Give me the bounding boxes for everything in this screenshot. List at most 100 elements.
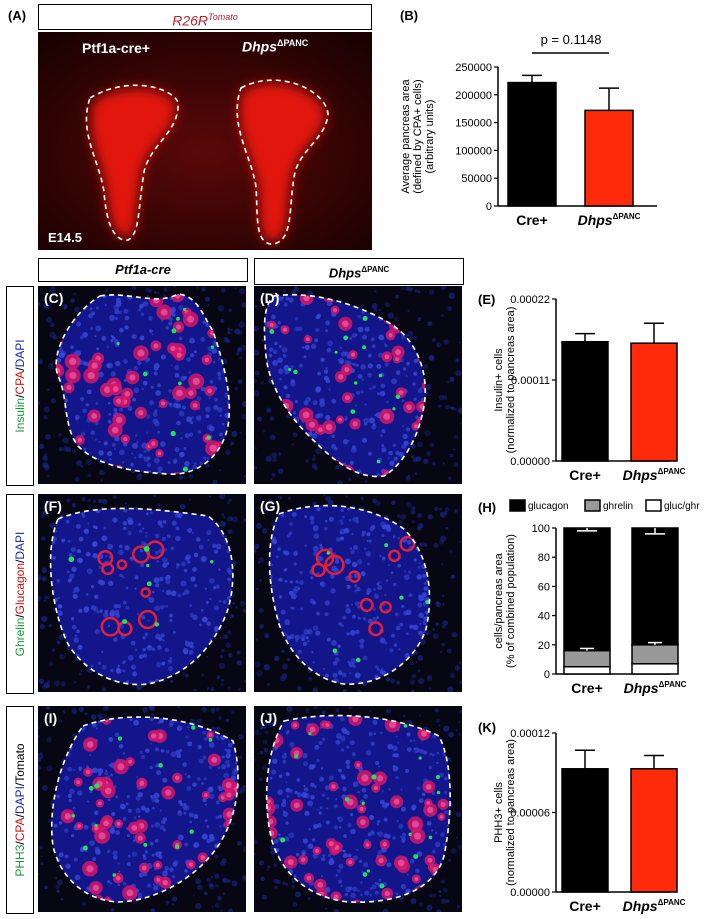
nucleus: [95, 325, 102, 332]
nucleus: [439, 650, 443, 654]
nucleus: [40, 536, 46, 542]
panel-letter-f: (F): [44, 498, 62, 514]
nucleus: [229, 517, 234, 521]
nucleus: [226, 749, 231, 754]
nucleus: [309, 515, 315, 521]
nucleus: [238, 734, 244, 740]
nucleus: [401, 837, 406, 842]
nucleus: [43, 415, 48, 420]
nucleus: [109, 458, 112, 461]
nucleus: [278, 577, 283, 582]
nucleus: [345, 604, 350, 608]
nucleus: [386, 400, 389, 404]
green-cell: [428, 835, 433, 840]
nucleus: [322, 737, 326, 741]
nucleus: [360, 571, 366, 577]
nucleus: [315, 611, 321, 616]
nucleus: [187, 560, 191, 564]
nucleus: [230, 710, 235, 715]
nucleus: [138, 308, 142, 312]
nucleus: [153, 885, 159, 891]
nucleus: [296, 713, 299, 716]
nucleus: [221, 513, 225, 517]
nucleus: [80, 464, 84, 468]
nucleus: [67, 753, 71, 757]
nucleus: [274, 341, 278, 346]
nucleus: [272, 456, 278, 463]
nucleus: [416, 525, 422, 531]
nucleus: [419, 622, 422, 626]
nucleus: [374, 290, 377, 293]
nucleus: [413, 397, 417, 402]
nucleus: [397, 563, 402, 568]
nucleus: [266, 682, 271, 686]
nucleus: [200, 608, 204, 612]
nucleus: [226, 501, 230, 505]
nucleus: [407, 570, 412, 574]
nucleus: [318, 811, 322, 815]
nucleus: [195, 878, 202, 885]
nucleus: [155, 661, 162, 668]
legend-swatch: [509, 499, 526, 512]
acinar-cell-center: [397, 859, 405, 867]
nucleus: [274, 655, 280, 662]
nucleus: [96, 347, 100, 351]
nucleus: [355, 629, 360, 635]
nucleus: [406, 732, 411, 737]
nucleus: [352, 664, 357, 668]
acinar-cell-center: [300, 857, 306, 862]
nucleus: [66, 863, 71, 869]
nucleus: [434, 841, 441, 848]
nucleus: [131, 334, 137, 340]
nucleus: [122, 526, 127, 531]
y-axis-label: Average pancreas area (defined by CPA+ ce…: [400, 79, 436, 194]
acinar-cell-center: [174, 775, 180, 781]
nucleus: [371, 424, 377, 430]
nucleus: [202, 755, 207, 760]
nucleus: [408, 336, 413, 341]
nucleus: [417, 513, 423, 518]
nucleus: [78, 608, 83, 614]
y-axis-label-line: (normalized to pancreas area): [505, 739, 517, 886]
nucleus: [138, 654, 144, 660]
nucleus: [356, 475, 360, 478]
nucleus: [310, 520, 315, 525]
acinar-cell-center: [97, 801, 102, 806]
nucleus: [415, 456, 422, 462]
nucleus: [47, 388, 50, 392]
nucleus: [415, 868, 420, 874]
nucleus: [98, 715, 103, 720]
nucleus: [85, 551, 91, 557]
nucleus: [86, 685, 90, 689]
nucleus: [357, 559, 363, 565]
nucleus: [72, 733, 76, 738]
nucleus: [256, 670, 263, 677]
nucleus: [230, 614, 235, 619]
panel-letter-k: (K): [478, 720, 497, 735]
nucleus: [187, 527, 193, 533]
nucleus: [312, 433, 318, 439]
nucleus: [218, 716, 222, 720]
nucleus: [294, 891, 301, 898]
nucleus: [234, 328, 240, 335]
nucleus: [392, 753, 397, 758]
nucleus: [401, 399, 405, 403]
nucleus: [344, 558, 351, 565]
nucleus: [365, 348, 368, 351]
acinar-cell-center: [174, 294, 181, 299]
nucleus: [376, 819, 381, 824]
nucleus: [342, 688, 348, 692]
nucleus: [365, 749, 372, 756]
nucleus: [279, 496, 283, 500]
glucagon-cell: [311, 562, 326, 578]
nucleus: [313, 706, 318, 710]
nucleus: [438, 394, 445, 401]
nucleus: [56, 889, 60, 894]
nucleus: [392, 764, 396, 768]
nucleus: [312, 525, 319, 532]
nucleus: [72, 593, 78, 600]
nucleus: [49, 322, 55, 328]
nucleus: [239, 431, 242, 435]
nucleus: [189, 820, 193, 824]
nucleus: [238, 321, 245, 328]
